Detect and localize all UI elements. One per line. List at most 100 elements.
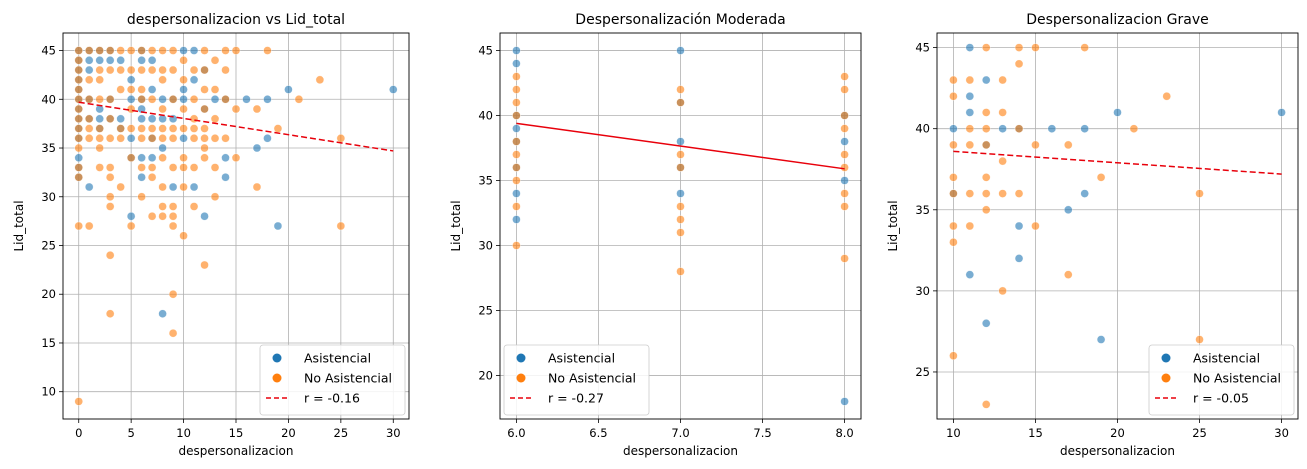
data-point [147,134,157,143]
data-point [965,124,975,133]
y-tick-label: 25 [41,238,56,252]
data-point [179,134,188,143]
subplot-1: 0 5 10 15 20 25 30 10 15 20 25 30 35 40 45 despersonali… [12,12,410,458]
data-point [105,309,115,318]
x-tick-label: 25 [334,426,349,440]
y-tick-label: 35 [41,141,56,155]
data-point [336,134,346,143]
legend-marker [516,373,526,383]
data-point [137,56,146,65]
data-point [1096,173,1106,182]
data-point [840,72,849,81]
data-point [105,173,115,182]
data-point [252,104,262,114]
y-tick-label: 45 [915,41,930,55]
data-point [179,75,188,85]
data-point [512,124,521,133]
data-point [242,95,251,104]
data-point [105,192,115,202]
data-point [840,163,849,172]
data-point [840,150,849,159]
data-point [676,137,685,146]
legend-label: Asistencial [1193,351,1260,366]
data-point [676,267,685,276]
data-point [84,134,94,143]
data-point [95,104,104,114]
x-tick-label: 30 [1274,426,1289,440]
chart-title: Despersonalizacion Grave [1026,12,1209,28]
regression-line [78,101,394,152]
data-point [189,182,199,192]
data-point [105,202,115,211]
data-point [512,59,521,68]
data-point [147,212,157,221]
data-point [200,46,209,55]
data-point [74,85,83,94]
data-point [263,134,272,143]
data-point [189,46,199,55]
data-point [74,134,83,143]
data-point [105,56,115,65]
data-point [1080,124,1089,133]
data-point [284,85,293,94]
data-point [1277,108,1286,117]
data-point [512,202,521,211]
data-point [981,75,991,85]
data-point [949,237,958,247]
legend-marker [272,373,282,383]
data-point [998,189,1007,198]
data-point [105,95,115,104]
data-point [998,286,1007,296]
x-tick-label: 10 [946,426,961,440]
data-point [1064,270,1073,279]
data-point [147,46,157,55]
data-point [512,46,521,55]
data-point [137,163,146,172]
data-point [126,46,136,55]
data-point [168,221,178,231]
data-point [840,202,849,211]
data-point [676,46,685,55]
data-point [74,56,83,65]
data-point [168,289,178,299]
data-point [137,134,146,143]
data-point [231,153,241,163]
data-point [1129,124,1139,133]
data-point [676,189,685,198]
data-point [74,75,83,85]
data-point [168,124,178,133]
data-point [981,108,991,117]
x-tick-label: 30 [386,426,401,440]
data-point [179,153,188,163]
data-point [200,153,209,163]
y-tick-label: 35 [478,174,493,188]
data-point [676,163,685,172]
data-point [74,46,83,55]
data-point [949,140,958,150]
data-point [179,104,188,114]
data-point [95,143,104,153]
data-point [168,212,178,221]
data-point [1162,92,1171,101]
data-point [95,46,104,55]
y-tick-label: 40 [41,92,56,106]
data-point [221,95,230,104]
data-point [1014,124,1024,133]
data-point [74,124,83,133]
data-point [221,173,230,182]
data-point [147,153,157,163]
data-point [981,124,991,133]
data-point [137,65,146,75]
chart-title: Despersonalización Moderada [575,12,785,28]
data-point [179,231,188,240]
data-point [74,65,83,75]
data-point [210,95,220,104]
data-point [949,189,958,198]
data-point [116,114,125,124]
y-axis-label: Lid_total [449,200,463,251]
data-point [512,111,521,120]
data-point [840,137,849,146]
data-point [676,98,685,107]
data-point [1014,221,1024,231]
